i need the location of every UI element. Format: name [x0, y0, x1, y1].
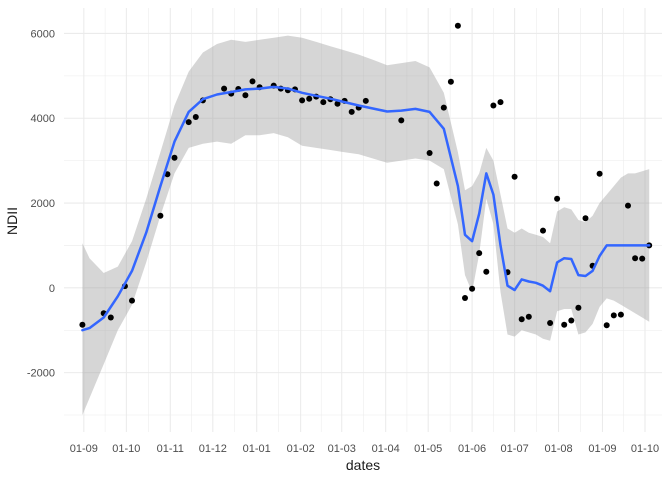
smooth-trend-line [81, 85, 651, 332]
data-point [157, 212, 164, 219]
y-axis-title: NDII [4, 207, 20, 235]
data-point [171, 154, 178, 161]
data-point [129, 297, 135, 304]
data-point [617, 311, 624, 318]
data-point [362, 97, 369, 104]
data-point [320, 99, 327, 106]
data-point [192, 114, 199, 120]
x-tick-label: 01-07 [501, 443, 529, 455]
data-point [625, 202, 631, 209]
y-tick-label: 0 [49, 283, 55, 295]
data-point [568, 317, 575, 324]
data-point [476, 250, 483, 257]
data-point [540, 227, 546, 234]
data-point [610, 312, 617, 319]
x-tick-label: 01-06 [458, 443, 486, 455]
data-point [603, 322, 610, 329]
data-point [242, 92, 249, 99]
x-axis-title: dates [346, 457, 380, 473]
data-point [639, 255, 646, 262]
data-point [582, 215, 589, 222]
data-point [334, 100, 341, 107]
data-point [447, 78, 454, 85]
data-point [426, 150, 433, 156]
data-point [221, 85, 228, 92]
data-point [497, 99, 504, 106]
x-tick-label: 01-08 [544, 443, 572, 455]
data-point [306, 95, 313, 102]
data-point [561, 321, 568, 328]
y-tick-label: 6000 [31, 28, 55, 40]
x-tick-label: 01-02 [287, 443, 315, 455]
data-point [596, 170, 603, 177]
x-tick-label: 01-11 [157, 443, 184, 455]
data-point [433, 180, 440, 187]
data-point [525, 313, 532, 320]
data-point [249, 78, 256, 85]
data-point [348, 108, 355, 115]
y-tick-labels: -2000 0 2000 4000 6000 [27, 28, 55, 379]
data-point [632, 255, 639, 262]
data-point [490, 102, 497, 109]
x-tick-label: 01-01 [243, 443, 271, 455]
major-gridlines [64, 8, 662, 432]
data-point [554, 195, 561, 202]
data-point [107, 314, 114, 321]
y-tick-label: 4000 [31, 113, 55, 125]
data-point [299, 97, 306, 104]
x-tick-label: 01-09 [70, 443, 98, 455]
data-point [511, 173, 518, 180]
x-tick-label: 01-12 [199, 443, 227, 455]
data-point [469, 285, 476, 292]
x-tick-label: 01-05 [414, 443, 442, 455]
x-tick-label: 01-03 [328, 443, 356, 455]
data-point [79, 321, 86, 328]
x-tick-label: 01-10 [112, 443, 140, 455]
y-tick-label: -2000 [27, 368, 55, 380]
data-point [440, 104, 447, 111]
data-point [462, 295, 468, 301]
x-tick-labels: 01-09 01-10 01-11 01-12 01-01 01-02 01-03 01-04… [70, 443, 659, 455]
data-point [575, 304, 582, 311]
x-tick-label: 01-04 [372, 443, 400, 455]
data-point [483, 268, 490, 275]
x-tick-label: 01-09 [588, 443, 616, 455]
smooth-line-layer [81, 85, 651, 332]
minor-gridlines [64, 8, 662, 432]
data-point [398, 117, 405, 124]
confidence-ribbon-layer [82, 35, 650, 415]
data-point [547, 320, 554, 326]
data-point [518, 316, 525, 323]
data-point [454, 22, 461, 29]
y-tick-label: 2000 [31, 198, 55, 210]
x-tick-label: 01-10 [631, 443, 659, 455]
data-point [185, 119, 192, 126]
confidence-ribbon [82, 35, 650, 415]
